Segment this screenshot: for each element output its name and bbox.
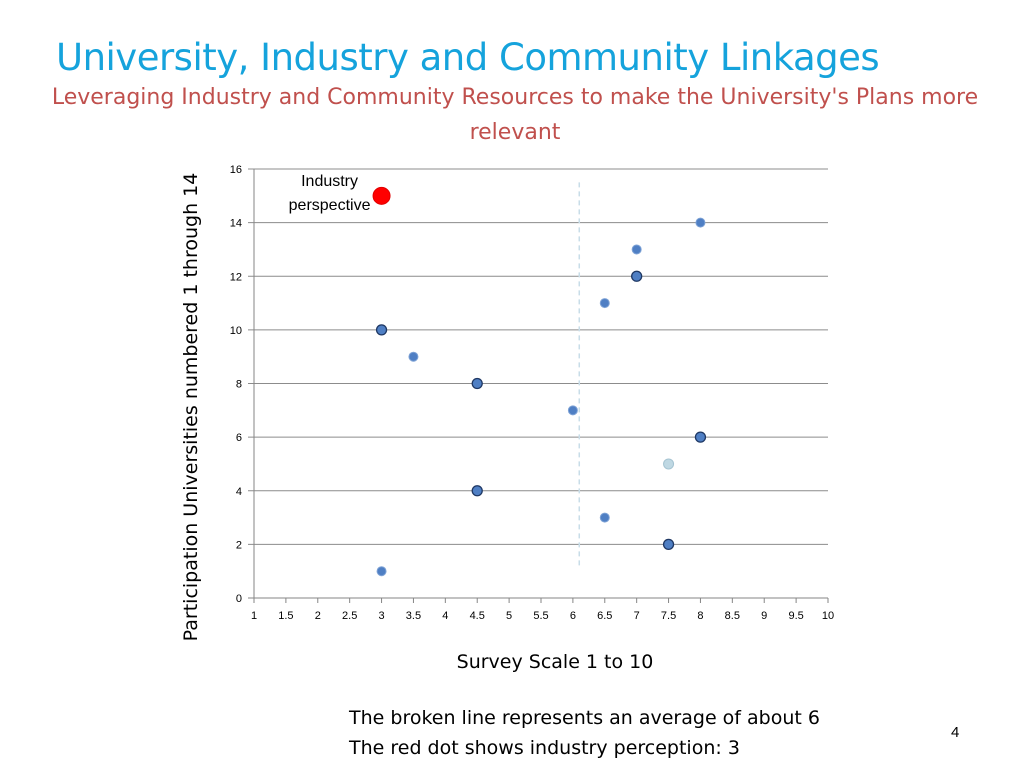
- x-tick-label: 3.5: [406, 610, 421, 622]
- y-tick-label: 2: [236, 539, 242, 551]
- university-data-point: [376, 566, 387, 577]
- university-data-point: [375, 324, 388, 336]
- x-tick-label: 7: [634, 610, 640, 622]
- x-tick-label: 2: [315, 610, 321, 622]
- axis-layer: 0 2 4 6 8 10 12 14 16 1 1.5 2 2.5 3 3.5 4 4.5 5 5.5 6 6.5 7 7.…: [230, 164, 834, 622]
- labels-layer: Survey Scale 1 to 10 Participation Univer…: [180, 173, 653, 673]
- university-data-point: [663, 458, 675, 470]
- y-tick-label: 0: [236, 593, 242, 605]
- data-points-layer: [372, 186, 707, 577]
- footnotes: The broken line represents an average of…: [349, 703, 820, 763]
- university-data-point: [408, 351, 419, 362]
- y-tick-label: 8: [236, 379, 242, 391]
- x-tick-label: 7.5: [661, 610, 676, 622]
- university-data-point: [631, 270, 643, 282]
- x-tick-label: 2.5: [342, 610, 357, 622]
- y-tick-label: 12: [230, 271, 242, 283]
- y-tick-label: 14: [230, 218, 242, 230]
- x-tick-label: 9.5: [788, 610, 803, 622]
- slide-subtitle: Leveraging Industry and Community Resour…: [51, 85, 979, 145]
- x-tick-label: 1.5: [278, 610, 293, 622]
- university-data-point: [631, 244, 642, 255]
- page-number: 4: [951, 724, 960, 741]
- x-tick-label: 1: [251, 610, 257, 622]
- x-tick-label: 6: [570, 610, 576, 622]
- footnote-average: The broken line represents an average of…: [349, 707, 820, 729]
- university-data-point: [662, 538, 675, 551]
- slide-title: University, Industry and Community Linka…: [56, 36, 880, 79]
- x-tick-label: 8: [697, 610, 703, 622]
- x-tick-label: 3: [378, 610, 384, 622]
- x-tick-label: 9: [761, 610, 767, 622]
- x-tick-label: 10: [822, 610, 834, 622]
- y-axis-title: Participation Universities numbered 1 th…: [180, 173, 202, 642]
- footnote-red-dot: The red dot shows industry perception: 3: [349, 737, 740, 759]
- x-axis-title: Survey Scale 1 to 10: [457, 651, 654, 673]
- y-tick-label: 4: [236, 486, 242, 498]
- x-tick-label: 4.5: [470, 610, 485, 622]
- university-data-point: [599, 512, 610, 523]
- y-tick-label: 16: [230, 164, 242, 176]
- university-data-point: [695, 217, 706, 228]
- x-tick-label: 5: [506, 610, 512, 622]
- annotation-industry-perspective: Industry: [301, 173, 358, 190]
- x-tick-label: 8.5: [725, 610, 740, 622]
- university-data-point: [471, 377, 483, 390]
- y-tick-label: 10: [230, 325, 242, 337]
- industry-perspective-point: [372, 186, 391, 205]
- scatter-chart: 0 2 4 6 8 10 12 14 16 1 1.5 2 2.5 3 3.5 4 4.5 5 5.5 6 6.5 7 7.…: [180, 164, 834, 673]
- university-data-point: [599, 298, 610, 309]
- x-tick-label: 5.5: [533, 610, 548, 622]
- y-tick-label: 6: [236, 432, 242, 444]
- annotation-industry-perspective: perspective: [289, 197, 371, 214]
- x-tick-label: 6.5: [597, 610, 612, 622]
- university-data-point: [567, 405, 578, 416]
- x-tick-label: 4: [442, 610, 448, 622]
- university-data-point: [471, 485, 483, 497]
- grid-layer: [248, 168, 828, 599]
- university-data-point: [694, 431, 707, 443]
